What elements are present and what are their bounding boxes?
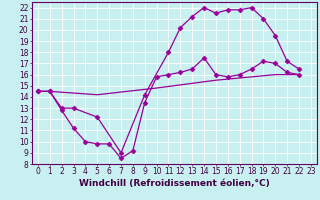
- X-axis label: Windchill (Refroidissement éolien,°C): Windchill (Refroidissement éolien,°C): [79, 179, 270, 188]
